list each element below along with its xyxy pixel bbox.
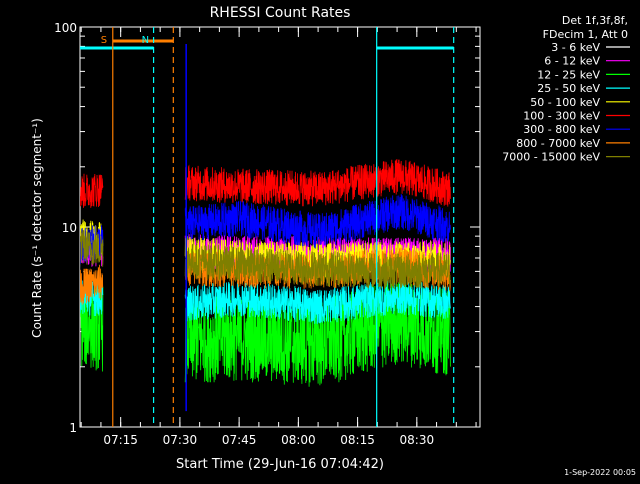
- timestamp: 1-Sep-2022 00:05: [564, 468, 636, 477]
- legend-header-line-2: FDecim 1, Att 0: [543, 28, 628, 41]
- legend-entry-label: 100 - 300 keV: [523, 110, 600, 123]
- chart-title: RHESSI Count Rates: [210, 5, 351, 21]
- series-line: [184, 279, 451, 387]
- series-12-25keV: [80, 279, 451, 387]
- x-tick-label: 08:30: [400, 433, 435, 447]
- event-marker-label: N: [142, 35, 149, 46]
- series-line: [80, 229, 104, 267]
- series-line: [80, 264, 104, 305]
- series-line: [184, 193, 451, 249]
- x-tick-label: 07:30: [163, 433, 198, 447]
- x-axis-label: Start Time (29-Jun-16 07:04:42): [176, 457, 384, 472]
- series-line: [184, 243, 451, 289]
- series-7000-15000keV: [80, 229, 451, 289]
- legend-entry-label: 6 - 12 keV: [544, 55, 600, 68]
- x-tick-label: 07:15: [103, 433, 138, 447]
- x-tick-label: 08:15: [340, 433, 375, 447]
- series-100-300keV: [80, 158, 451, 208]
- plot-layer: 1 10 100 07:15 07:30 07:45 08:00 08:15 08:30 S N 3 …: [54, 21, 630, 447]
- y-axis-label: Count Rate (s⁻¹ detector segment⁻¹): [30, 118, 44, 338]
- series-line: [184, 278, 451, 325]
- legend-entry-label: 12 - 25 keV: [537, 68, 600, 81]
- data-layer: [80, 27, 455, 427]
- event-marker-label: S: [101, 35, 107, 46]
- legend-entry-label: 800 - 7000 keV: [516, 137, 600, 150]
- y-tick-label: 10: [62, 221, 77, 235]
- legend-entry-label: 7000 - 15000 keV: [502, 151, 600, 164]
- series-line: [80, 281, 104, 372]
- legend-entry-label: 25 - 50 keV: [537, 82, 600, 95]
- legend-header-line-1: Det 1f,3f,8f,: [562, 14, 628, 27]
- legend-entry-label: 50 - 100 keV: [530, 96, 600, 109]
- series-line: [80, 173, 104, 208]
- legend-entry-label: 3 - 6 keV: [551, 41, 600, 54]
- series-line: [184, 158, 451, 207]
- y-tick-label: 1: [69, 421, 77, 435]
- x-tick-label: 07:45: [222, 433, 257, 447]
- x-tick-label: 08:00: [281, 433, 316, 447]
- legend-entry-label: 300 - 800 keV: [523, 123, 600, 136]
- y-tick-label: 100: [54, 21, 77, 35]
